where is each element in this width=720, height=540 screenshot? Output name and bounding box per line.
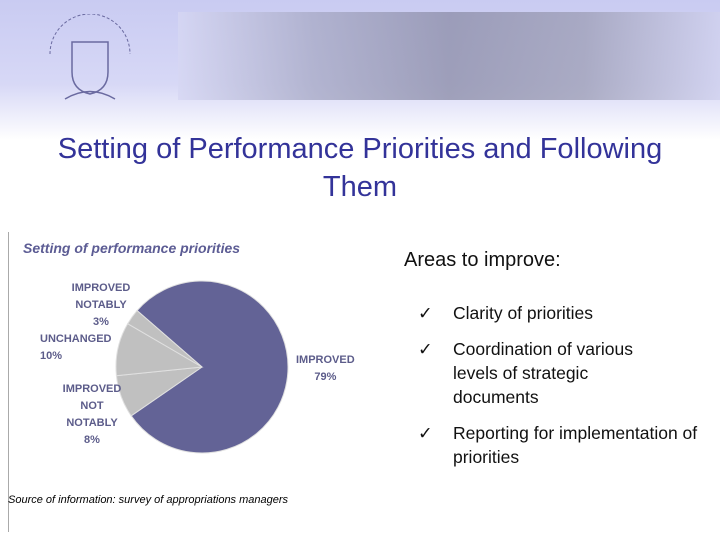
state-audit-logo: [49, 14, 131, 100]
pie-slice-improved: [130, 280, 289, 454]
label-improved: IMPROVED 79%: [296, 354, 355, 383]
areas-heading: Areas to improve:: [404, 249, 561, 271]
header-photo-collage: [178, 12, 720, 100]
label-improved-not-notably: IMPROVED NOT NOTABLY 8%: [62, 383, 122, 446]
slide-title: Setting of Performance Priorities and Fo…: [57, 133, 663, 203]
source-note: Source of information: survey of appropr…: [8, 494, 289, 506]
checkmark-icon: ✓: [418, 423, 433, 443]
checkmark-icon: ✓: [418, 339, 433, 359]
label-unchanged: UNCHANGED 10%: [40, 333, 112, 362]
chart-frame: [8, 232, 381, 532]
checkmark-icon: ✓: [418, 303, 433, 323]
chart-title: Setting of performance priorities: [23, 240, 241, 256]
label-improved-notably: IMPROVED NOTABLY 3%: [71, 282, 131, 328]
pie-slice-improved-notably: [126, 309, 203, 368]
